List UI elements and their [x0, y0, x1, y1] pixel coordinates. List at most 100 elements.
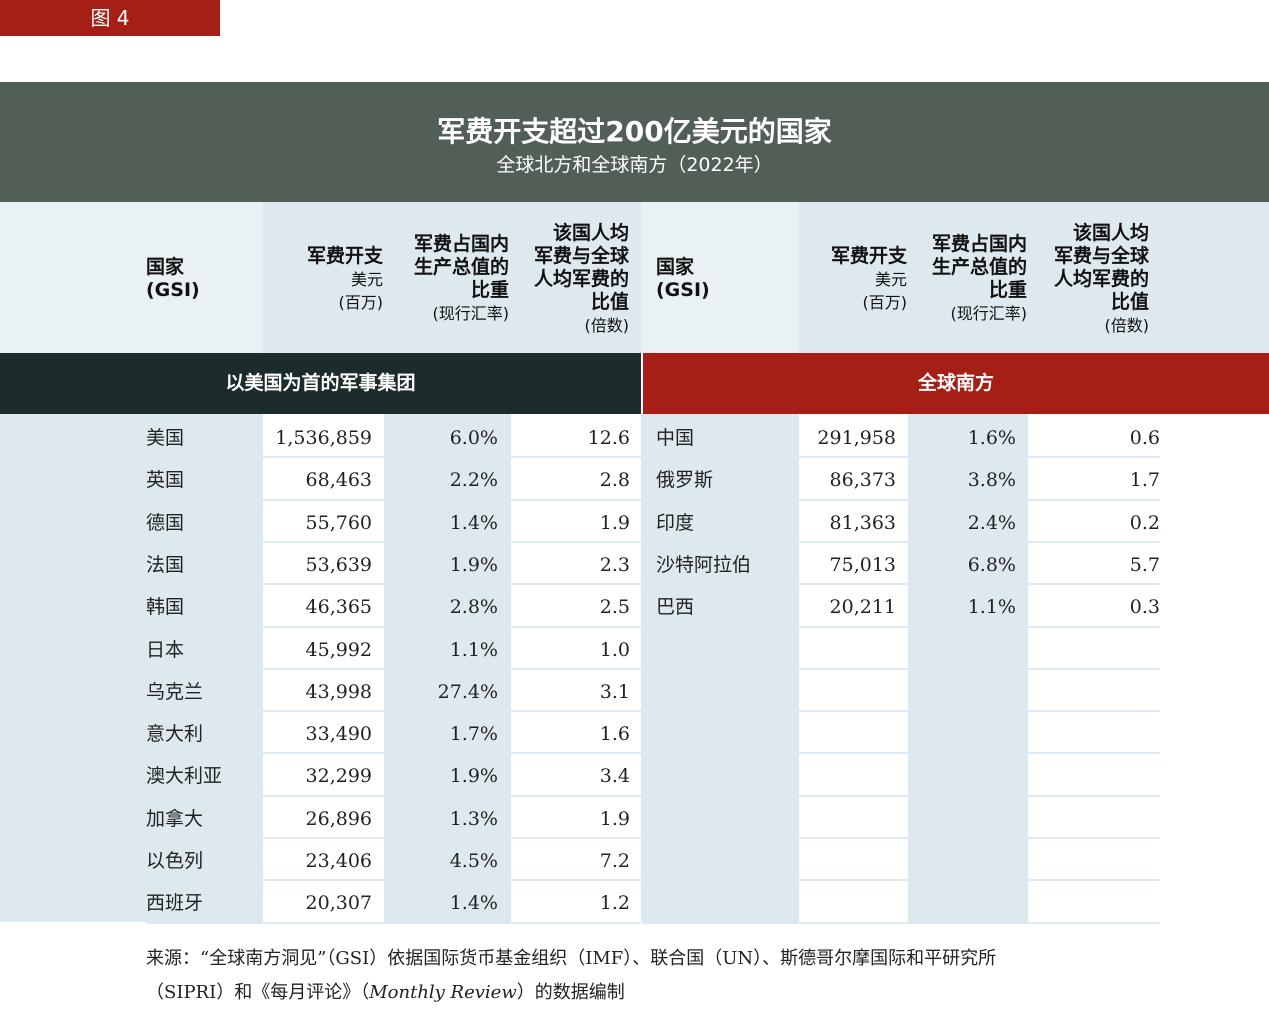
header-bg	[263, 202, 641, 353]
per-capita-ratio: 1.9	[599, 807, 630, 830]
per-capita-ratio: 2.5	[599, 596, 630, 619]
header-spend: 军费开支 美元 (百万)	[306, 245, 383, 312]
row-divider	[643, 710, 1160, 713]
per-capita-ratio: 12.6	[587, 427, 630, 449]
row-divider	[146, 921, 641, 924]
gdp-share: 1.3%	[449, 807, 498, 830]
header-per-capita-ratio: 该国人均 军费与全球 人均军费的 比值 (倍数)	[533, 222, 629, 335]
per-capita-ratio: 1.0	[599, 638, 630, 661]
military-spending: 86,373	[829, 469, 896, 492]
country-name: 中国	[656, 427, 695, 449]
military-spending: 20,211	[829, 596, 896, 619]
row-divider	[146, 879, 641, 882]
military-spending: 75,013	[829, 553, 896, 576]
country-name: 乌克兰	[146, 680, 204, 703]
per-capita-ratio: 5.7	[1129, 553, 1160, 576]
gdp-share: 1.7%	[449, 723, 498, 746]
country-name: 澳大利亚	[146, 765, 223, 788]
header-gdp-share: 军费占国内 生产总值的 比重 (现行汇率)	[413, 233, 509, 323]
row-divider	[146, 625, 641, 628]
country-name: 西班牙	[146, 892, 204, 915]
military-spending: 291,958	[817, 427, 896, 449]
military-spending: 20,307	[305, 892, 372, 915]
row-divider	[146, 540, 641, 543]
row-divider	[643, 921, 1160, 924]
per-capita-ratio: 1.2	[599, 892, 630, 915]
row-divider	[146, 837, 641, 839]
per-capita-ratio: 1.9	[599, 511, 630, 534]
per-capita-ratio: 3.4	[599, 765, 630, 788]
military-spending: 32,299	[305, 765, 372, 788]
military-spending: 43,998	[305, 680, 372, 703]
header-gdp-share: 军费占国内 生产总值的 比重 (现行汇率)	[931, 233, 1027, 323]
table-title: 军费开支超过200亿美元的国家	[437, 115, 832, 148]
gdp-share: 27.4%	[437, 680, 498, 703]
header-bg	[641, 202, 799, 353]
header-country: 国家 (GSI)	[146, 256, 200, 301]
gdp-share: 1.9%	[449, 765, 498, 788]
gdp-share: 2.2%	[449, 469, 498, 492]
country-name: 德国	[146, 511, 185, 534]
country-name: 日本	[146, 638, 185, 661]
gdp-share: 3.8%	[967, 469, 1016, 492]
row-divider	[146, 583, 641, 586]
military-spending: 33,490	[305, 723, 372, 746]
row-divider	[643, 625, 1160, 628]
country-name: 英国	[146, 469, 185, 492]
gdp-share: 6.0%	[449, 427, 498, 449]
gdp-share: 1.4%	[449, 511, 498, 534]
gdp-share: 1.4%	[449, 892, 498, 915]
row-divider	[643, 794, 1160, 797]
country-name: 加拿大	[146, 807, 204, 830]
row-divider	[643, 879, 1160, 882]
row-divider	[643, 752, 1160, 755]
military-spending: 55,760	[305, 511, 372, 534]
country-name: 美国	[146, 427, 185, 449]
row-divider	[643, 837, 1160, 839]
row-divider	[146, 710, 641, 713]
gdp-share: 6.8%	[967, 553, 1016, 576]
military-spending: 45,992	[305, 638, 372, 661]
per-capita-ratio: 0.6	[1129, 427, 1160, 449]
section-us-led-bloc: 以美国为首的军事集团	[0, 353, 641, 414]
table-subtitle: 全球北方和全球南方（2022年）	[496, 154, 773, 176]
per-capita-ratio: 1.6	[599, 723, 630, 746]
military-spending: 26,896	[305, 807, 372, 830]
row-divider	[643, 456, 1160, 459]
row-divider	[146, 456, 641, 459]
per-capita-ratio: 1.7	[1129, 469, 1160, 492]
row-divider	[643, 583, 1160, 586]
gdp-share: 1.1%	[967, 596, 1016, 619]
header-bg	[799, 202, 1269, 353]
per-capita-ratio: 0.2	[1129, 511, 1160, 534]
per-capita-ratio: 0.3	[1129, 596, 1160, 619]
military-spending: 81,363	[829, 511, 896, 534]
row-divider	[146, 498, 641, 501]
gdp-share: 1.1%	[449, 638, 498, 661]
row-divider	[643, 540, 1160, 543]
country-name: 巴西	[656, 596, 695, 619]
figure-label: 图 4	[0, 0, 220, 36]
header-country: 国家 (GSI)	[656, 256, 710, 301]
military-spending: 23,406	[305, 850, 372, 872]
country-name: 意大利	[146, 723, 204, 746]
country-name: 韩国	[146, 596, 185, 619]
country-name: 以色列	[146, 850, 204, 872]
country-name: 沙特阿拉伯	[656, 553, 752, 576]
gdp-share: 1.6%	[967, 427, 1016, 449]
per-capita-ratio: 7.2	[599, 850, 630, 872]
country-name: 法国	[146, 553, 185, 576]
military-spending: 46,365	[305, 596, 372, 619]
per-capita-ratio: 2.3	[599, 553, 630, 576]
country-name: 印度	[656, 511, 695, 534]
gdp-share: 1.9%	[449, 553, 498, 576]
col-bg	[641, 414, 643, 922]
section-global-south: 全球南方	[643, 353, 1269, 414]
military-spending: 53,639	[305, 553, 372, 576]
source-note: 来源：“全球南方洞见”（GSI）依据国际货币基金组织（IMF）、联合国（UN）、…	[146, 948, 997, 1003]
military-spending: 1,536,859	[275, 427, 372, 449]
per-capita-ratio: 3.1	[599, 680, 630, 703]
title-band: 军费开支超过200亿美元的国家 全球北方和全球南方（2022年）	[0, 82, 1269, 202]
gdp-share: 2.4%	[967, 511, 1016, 534]
row-divider	[643, 498, 1160, 501]
